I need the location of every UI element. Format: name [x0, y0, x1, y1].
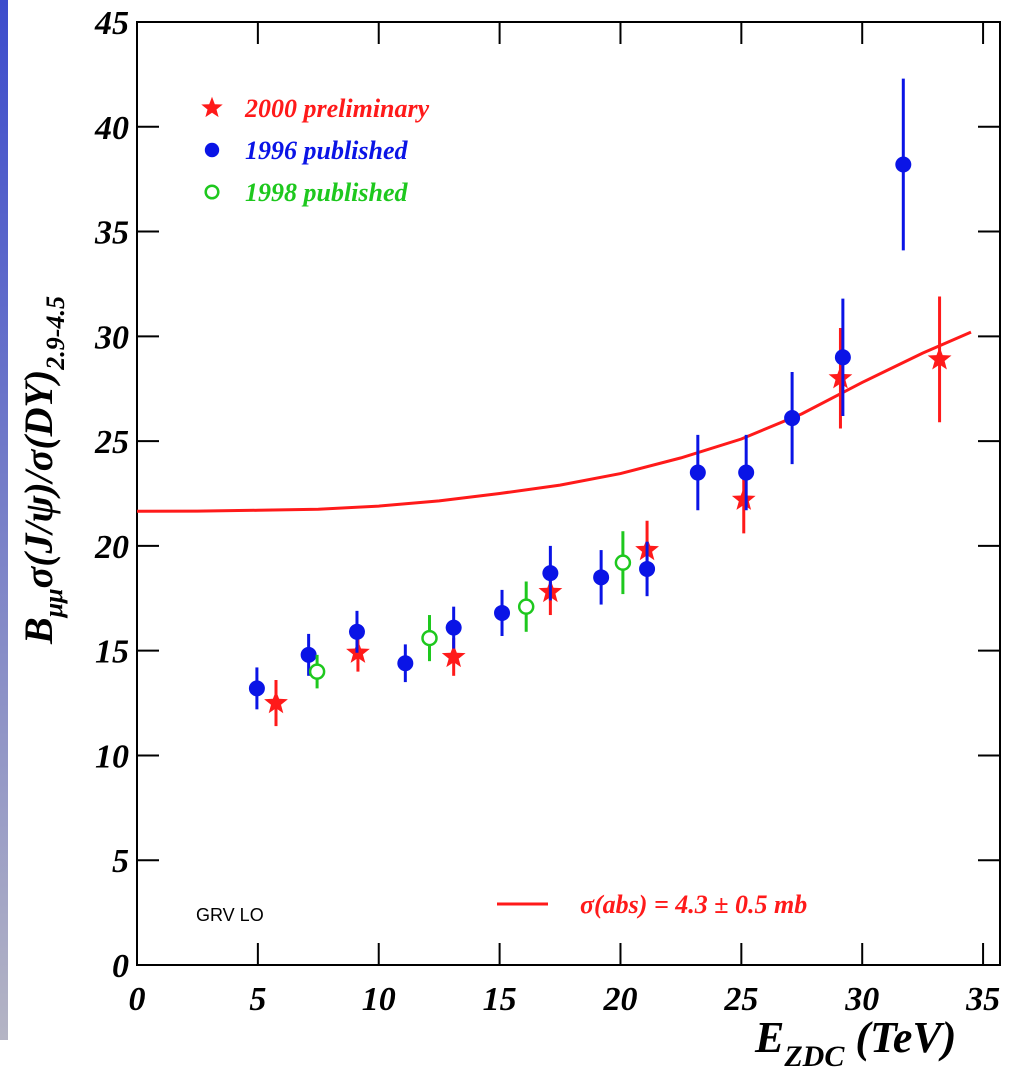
y-tick-label: 25: [94, 424, 129, 461]
data-point: [300, 646, 317, 663]
data-point: [264, 690, 288, 714]
x-axis-label: EZDC (TeV): [754, 1013, 956, 1073]
data-point: [445, 619, 462, 636]
y-tick-label: 40: [94, 110, 129, 147]
data-point: [614, 554, 632, 571]
legend-label: 2000 preliminary: [244, 94, 430, 123]
data-point: [397, 655, 414, 672]
data-point: [517, 598, 535, 615]
data-point: [731, 487, 756, 510]
data-point: [828, 365, 853, 389]
x-tick-label: 0: [129, 981, 146, 1018]
x-tick-label: 25: [723, 981, 758, 1018]
legend-label: 1998 published: [245, 178, 409, 207]
data-point: [348, 623, 365, 640]
legend-marker: [204, 142, 220, 158]
data-point: [639, 560, 656, 577]
y-tick-label: 35: [94, 215, 129, 252]
y-tick-label: 20: [94, 529, 129, 566]
data-point: [421, 629, 438, 647]
data-point: [834, 349, 851, 366]
side-strip: [0, 0, 8, 1040]
x-tick-label: 35: [965, 981, 1000, 1018]
y-tick-label: 30: [94, 319, 129, 356]
y-tick-label: 0: [112, 948, 129, 985]
data-point: [784, 410, 801, 427]
data-point: [248, 680, 265, 697]
x-label-part: ZDC: [783, 1040, 845, 1073]
y-axis-label: Bμμσ(J/ψ)/σ(DY)2.9-4.5: [16, 296, 70, 645]
y-label-part: σ(J/ψ)/σ(DY): [16, 370, 61, 589]
y-label-part: μμ: [39, 588, 68, 619]
data-point: [441, 644, 466, 668]
y-tick-label: 15: [95, 634, 129, 671]
annotation: GRV LO: [196, 905, 264, 925]
x-label-part: (TeV): [844, 1013, 956, 1062]
y-tick-label: 10: [95, 738, 129, 775]
y-tick-label: 5: [112, 843, 129, 880]
y-label-part: B: [16, 617, 61, 645]
x-tick-label: 15: [483, 981, 517, 1018]
x-tick-label: 20: [602, 981, 637, 1018]
data-point: [738, 464, 755, 481]
data-point: [895, 156, 912, 173]
data-point: [308, 663, 326, 680]
x-tick-label: 30: [844, 981, 879, 1018]
legend-marker: [201, 96, 223, 118]
x-label-part: E: [754, 1013, 784, 1062]
legend-marker: [204, 184, 220, 200]
data-point: [542, 565, 559, 582]
y-label-part: 2.9-4.5: [41, 296, 70, 371]
x-tick-label: 5: [249, 981, 266, 1018]
plot-frame: [136, 21, 1001, 966]
data-point: [494, 604, 511, 621]
y-tick-label: 45: [94, 5, 129, 42]
data-point: [927, 346, 952, 370]
legend-label: 1996 published: [245, 136, 409, 165]
x-tick-label: 10: [362, 981, 396, 1018]
data-point: [689, 464, 706, 481]
data-point: [593, 569, 610, 586]
curve-legend-label: σ(abs) = 4.3 ± 0.5 mb: [580, 890, 807, 919]
